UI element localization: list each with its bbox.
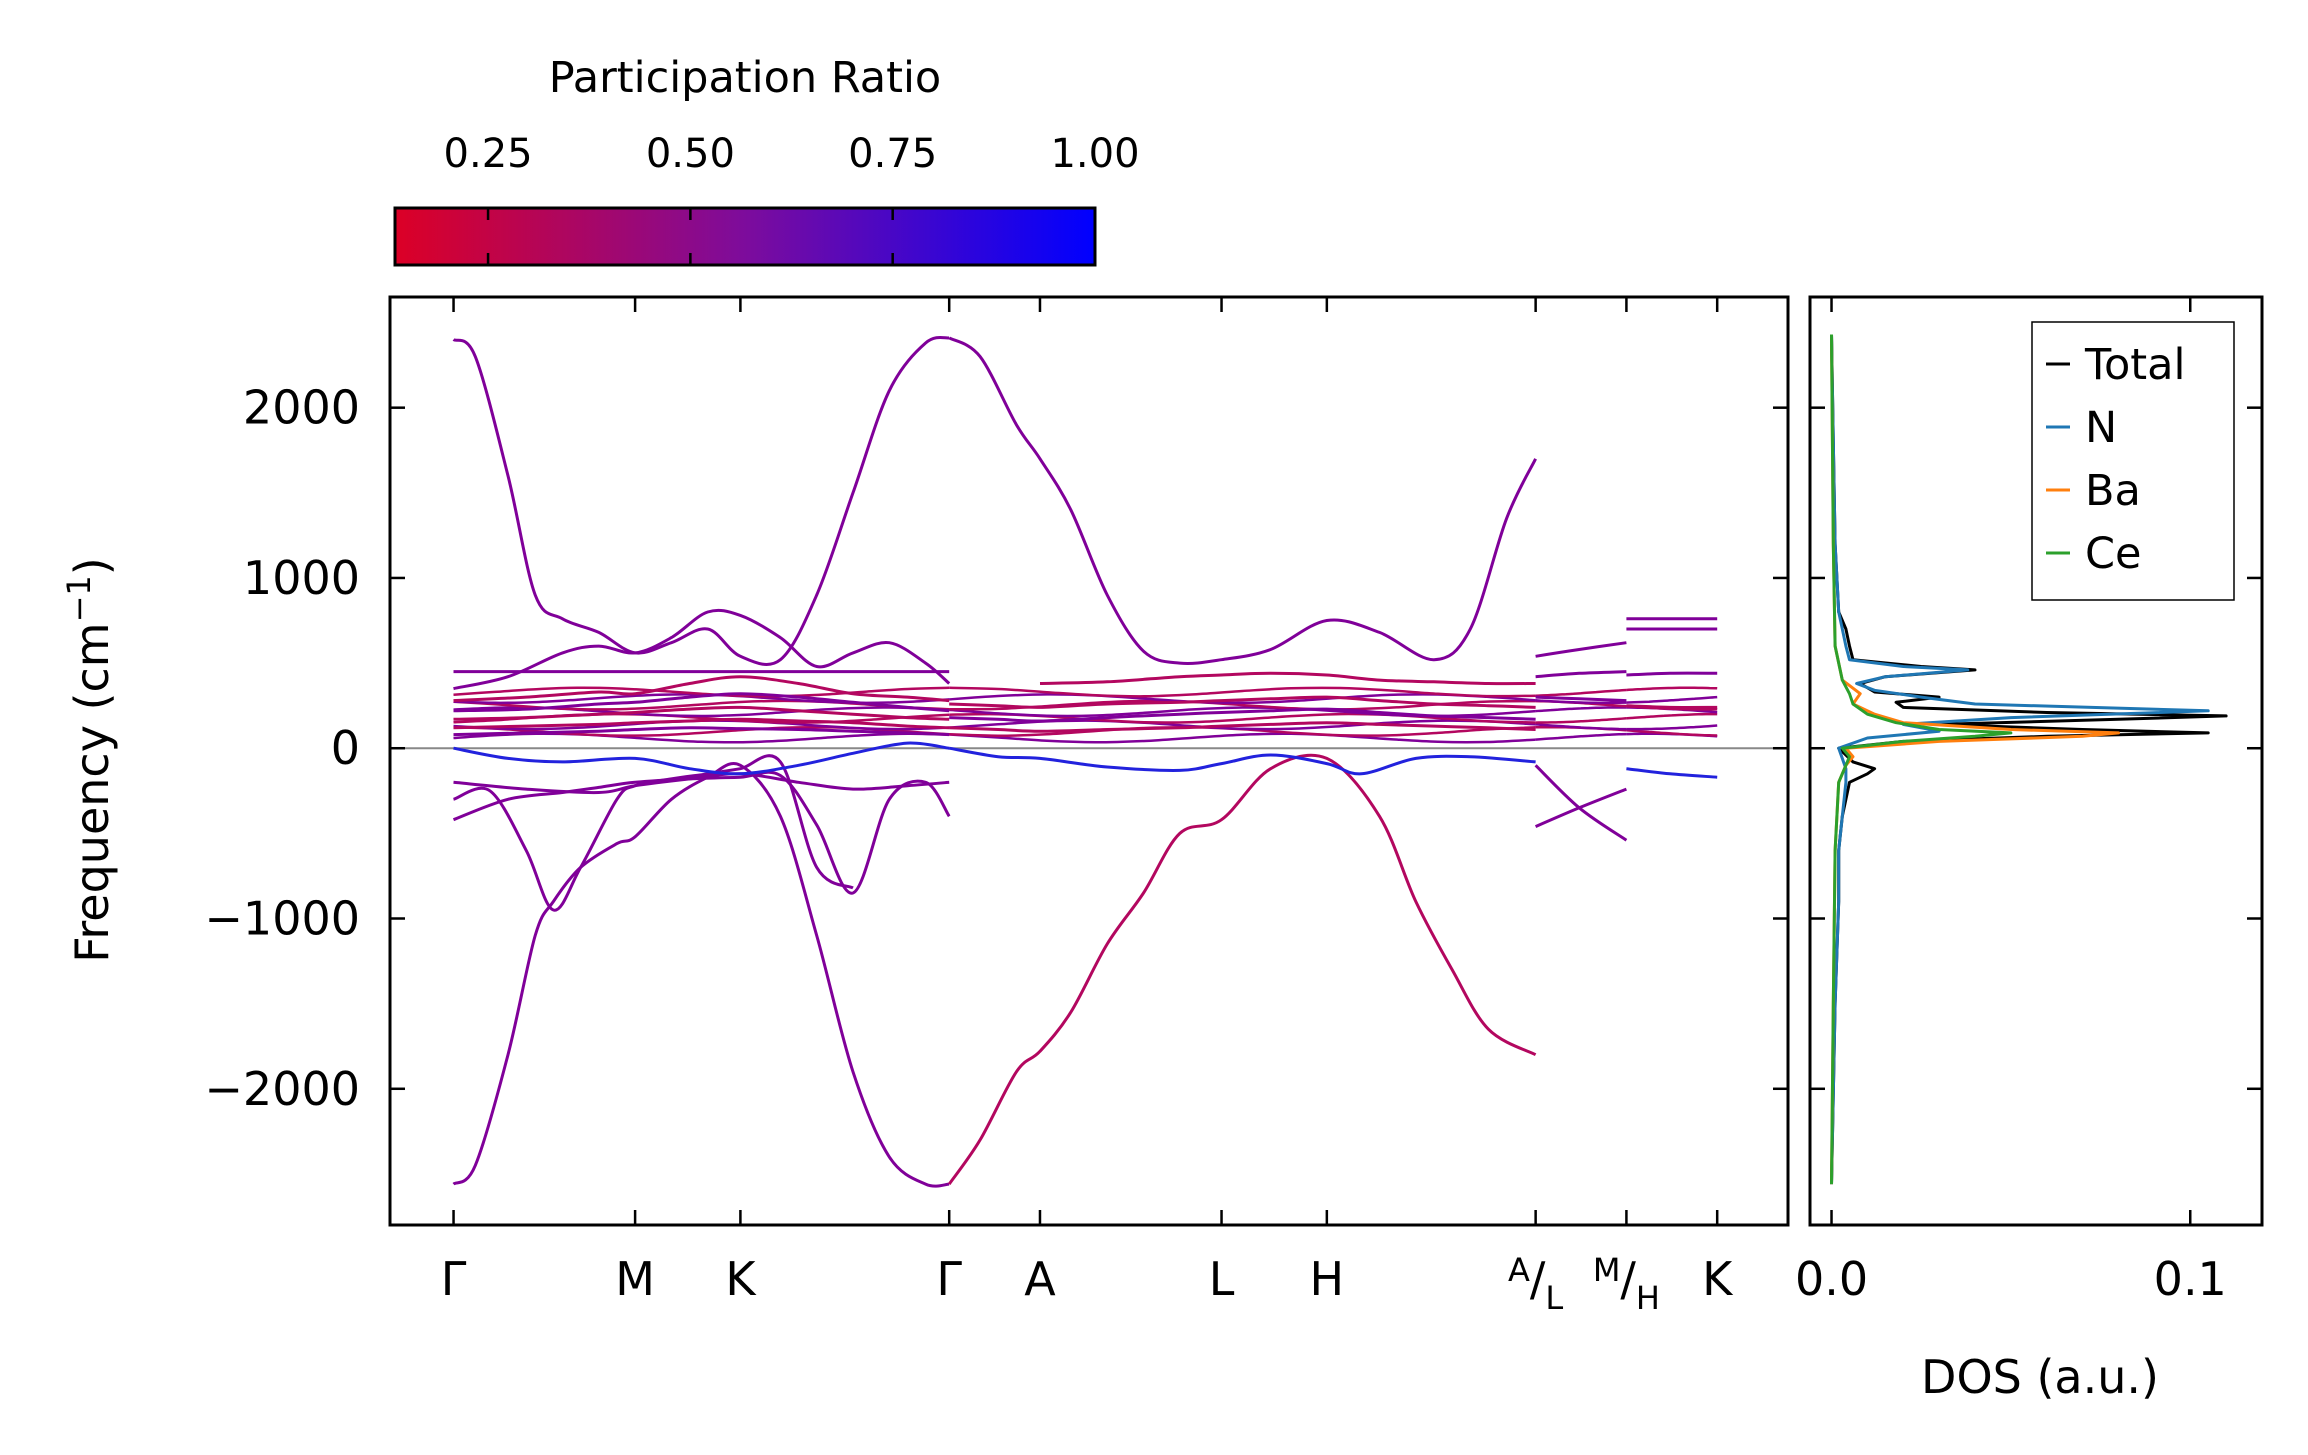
band-line-acoustic-low	[452, 762, 950, 1188]
band-line	[949, 686, 1536, 698]
band-line	[1626, 712, 1718, 720]
kpoint-label: A/L	[1508, 1251, 1563, 1317]
band-line	[1626, 695, 1718, 704]
frequency-tick-label: −2000	[204, 1062, 360, 1116]
legend-label-Ba: Ba	[2085, 466, 2141, 516]
band-line-optic-2	[453, 608, 951, 691]
band-line-seg-AL-2	[1535, 670, 1627, 679]
frequency-tick-labels: −2000 −1000 0 1000 2000	[204, 381, 360, 1116]
band-line-acoustic-high	[452, 335, 950, 666]
band-line	[1626, 724, 1718, 731]
band-line-optic-7	[453, 726, 950, 737]
legend-label-Ce: Ce	[2085, 529, 2141, 579]
band-line-blue-2	[948, 746, 1536, 776]
frequency-tick-label: 2000	[243, 381, 360, 435]
band-line-neg-2	[452, 754, 854, 912]
band-line-seg-AL-5	[1535, 695, 1627, 703]
colorbar-title: Participation Ratio	[549, 53, 942, 103]
band-line	[1535, 688, 1627, 697]
band-line	[1626, 729, 1718, 737]
dos-legend: Total N Ba Ce	[2031, 321, 2235, 601]
band-line-optic-A-4	[949, 721, 1536, 733]
frequency-axis-label: Frequency (cm−1)	[60, 557, 119, 962]
band-line-optic-5	[453, 705, 950, 721]
band-line-optic-3	[453, 675, 950, 703]
colorbar-ticks	[486, 208, 1097, 265]
band-line-branch-A-down	[947, 753, 1537, 1185]
dos-line-N	[1830, 334, 2210, 1185]
legend-items: Total N Ba Ce	[2046, 340, 2185, 579]
colorbar-tick-label: 0.25	[444, 131, 533, 177]
dos-lines	[1830, 334, 2228, 1185]
band-line-seg-AL-1	[1535, 641, 1627, 658]
colorbar: Participation Ratio 0.25 0.50 0.75 1.00	[393, 53, 1140, 267]
frequency-tick-label: 0	[331, 721, 360, 775]
band-line-optic-A-3	[949, 707, 1536, 723]
dos-axes-frame	[1808, 295, 2264, 1227]
band-line	[1626, 686, 1718, 692]
band-line-neg-3	[453, 772, 950, 795]
band-line-branch-A-up	[948, 336, 1537, 665]
colorbar-tick-labels: 0.25 0.50 0.75 1.00	[444, 131, 1140, 177]
kpoint-label: K	[1702, 1252, 1734, 1306]
band-structure-panel: −2000 −1000 0 1000 2000 Γ M K Γ A L H A/L M/H K Frequ…	[60, 295, 1790, 1317]
kpoint-labels: Γ M K Γ A L H A/L M/H K	[441, 1251, 1734, 1317]
band-line	[1535, 717, 1627, 724]
band-line-optic-4	[453, 692, 950, 713]
colorbar-tick-label: 0.75	[848, 131, 937, 177]
band-line-seg-AL-4	[1534, 764, 1628, 842]
dos-tick-label: 0.0	[1795, 1252, 1868, 1306]
colorbar-gradient	[393, 206, 1097, 267]
kpoint-label: K	[725, 1252, 757, 1306]
band-line-seg-HK-5	[1626, 704, 1718, 709]
kpoint-label: M/H	[1593, 1251, 1660, 1317]
dos-panel: 0.0 0.1 DOS (a.u.) Total N Ba Ce	[1795, 295, 2264, 1404]
band-line-blue-1	[453, 741, 950, 776]
colorbar-tick-label: 1.00	[1050, 131, 1139, 177]
dos-axis-ticks	[1810, 297, 2262, 1225]
band-line	[453, 732, 950, 744]
dos-line-Ce	[1830, 334, 2013, 1185]
kpoint-label: M	[615, 1252, 655, 1306]
legend-label-N: N	[2085, 403, 2117, 453]
kpoint-label: Γ	[936, 1252, 962, 1306]
frequency-tick-label: 1000	[243, 551, 360, 605]
band-line-optic-6	[453, 717, 950, 730]
band-line	[1535, 732, 1627, 741]
band-line	[1535, 699, 1627, 705]
band-axis-ticks	[390, 297, 1788, 1225]
band-axes-frame	[388, 295, 1790, 1227]
legend-label-Total: Total	[2084, 340, 2185, 390]
kpoint-label: L	[1209, 1252, 1235, 1306]
band-line	[453, 686, 950, 698]
band-lines	[452, 335, 1718, 1188]
colorbar-tick-label: 0.50	[646, 131, 735, 177]
kpoint-label: Γ	[441, 1252, 467, 1306]
dos-tick-labels: 0.0 0.1	[1795, 1252, 2227, 1306]
band-line-optic-A-1	[1039, 671, 1536, 686]
band-line-seg-HK-3	[1626, 671, 1718, 677]
kpoint-label: A	[1024, 1252, 1056, 1306]
band-line-seg-HK-4	[1626, 767, 1718, 779]
band-line	[1535, 723, 1627, 731]
dos-line-Total	[1830, 334, 2228, 1185]
band-line	[1535, 706, 1627, 713]
band-line-optic-A-2	[949, 695, 1536, 709]
dos-tick-label: 0.1	[2154, 1252, 2227, 1306]
kpoint-label: H	[1310, 1252, 1345, 1306]
band-line	[949, 732, 1536, 744]
dos-axis-label: DOS (a.u.)	[1921, 1350, 2159, 1404]
frequency-tick-label: −1000	[204, 892, 360, 946]
